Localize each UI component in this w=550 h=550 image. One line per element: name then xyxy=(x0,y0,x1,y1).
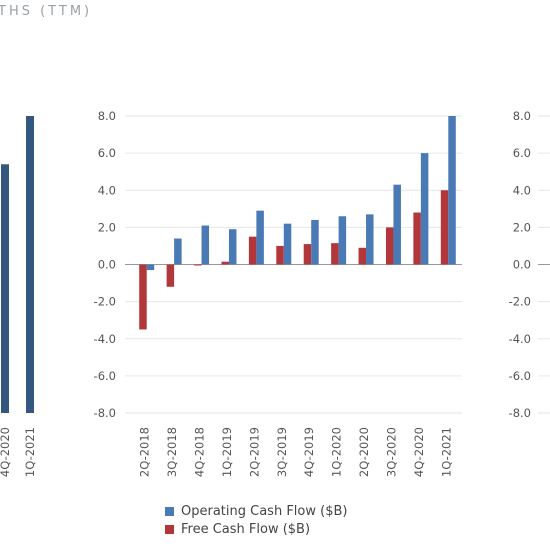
y-tick-label: -4.0 xyxy=(94,332,116,346)
y-tick-label: 8.0 xyxy=(98,109,116,123)
y-tick-label: 2.0 xyxy=(513,220,531,234)
x-tick-label: 3Q-2019 xyxy=(275,427,289,477)
bar-ocf xyxy=(174,238,182,265)
legend-label-ocf: Operating Cash Flow ($B) xyxy=(181,503,348,519)
bar-fcf xyxy=(385,227,394,265)
x-tick-label: 1Q-2021 xyxy=(23,427,37,477)
y-tick-label: -6.0 xyxy=(94,369,116,383)
legend-item-ocf: Operating Cash Flow ($B) xyxy=(165,502,347,520)
x-tick-label: 4Q-2020 xyxy=(412,427,426,477)
x-tick-label: 1Q-2020 xyxy=(330,427,344,477)
x-tick-label: 2Q-2019 xyxy=(247,427,261,477)
y-tick-label: 6.0 xyxy=(513,146,531,160)
x-tick-label: 1Q-2021 xyxy=(439,427,453,477)
y-tick-label: 4.0 xyxy=(513,183,531,197)
x-tick-label: 4Q-2020 xyxy=(0,427,12,477)
bar-fcf xyxy=(331,243,339,265)
bar-fcf xyxy=(303,244,312,265)
y-tick-label: 0.0 xyxy=(98,258,116,272)
y-tick-label: -8.0 xyxy=(94,406,116,420)
bar-fcf xyxy=(276,245,284,265)
bar-fcf xyxy=(358,247,367,265)
y-tick-label: -6.0 xyxy=(509,369,531,383)
bar-ocf xyxy=(338,216,347,265)
y-tick-label: -4.0 xyxy=(509,332,531,346)
bar-ocf xyxy=(146,264,155,271)
x-tick-label: 2Q-2020 xyxy=(357,427,371,477)
bar-fcf xyxy=(194,264,202,266)
y-tick-label: 4.0 xyxy=(98,183,116,197)
legend: Operating Cash Flow ($B) Free Cash Flow … xyxy=(165,502,347,538)
x-tick-label: 4Q-2018 xyxy=(193,427,207,477)
bar-fcf xyxy=(440,190,449,265)
y-tick-label: 8.0 xyxy=(513,109,531,123)
bar-fcf xyxy=(139,264,147,330)
y-tick-label: -2.0 xyxy=(94,295,116,309)
bar-ocf xyxy=(311,219,319,265)
x-tick-label: 3Q-2018 xyxy=(165,427,179,477)
y-tick-label: 6.0 xyxy=(98,146,116,160)
bar-ocf xyxy=(201,225,210,265)
bar-ocf xyxy=(448,116,456,265)
bar-ocf xyxy=(283,223,292,265)
legend-swatch-ocf xyxy=(165,506,174,516)
bar-ocf xyxy=(256,210,264,265)
bar-fcf xyxy=(248,236,257,265)
x-tick-label: 1Q-2019 xyxy=(220,427,234,477)
bar-ocf xyxy=(420,153,429,265)
legend-item-fcf: Free Cash Flow ($B) xyxy=(165,520,347,538)
bar-left xyxy=(26,116,34,413)
bar-fcf xyxy=(166,264,175,287)
header-title: THS (TTM) xyxy=(0,4,93,19)
legend-label-fcf: Free Cash Flow ($B) xyxy=(181,521,311,537)
y-tick-label: 2.0 xyxy=(98,220,116,234)
bar-ocf xyxy=(228,229,237,265)
bar-fcf xyxy=(221,261,229,265)
legend-swatch-fcf xyxy=(165,524,174,534)
y-tick-label: -2.0 xyxy=(509,295,531,309)
bar-left xyxy=(1,164,9,413)
x-tick-label: 4Q-2019 xyxy=(302,427,316,477)
x-tick-label: 3Q-2020 xyxy=(384,427,398,477)
bar-ocf xyxy=(393,184,401,265)
y-tick-label: 0.0 xyxy=(513,258,531,272)
x-tick-label: 2Q-2018 xyxy=(138,427,152,477)
bar-ocf xyxy=(366,214,374,265)
y-tick-label: -8.0 xyxy=(509,406,531,420)
bar-fcf xyxy=(413,212,421,265)
